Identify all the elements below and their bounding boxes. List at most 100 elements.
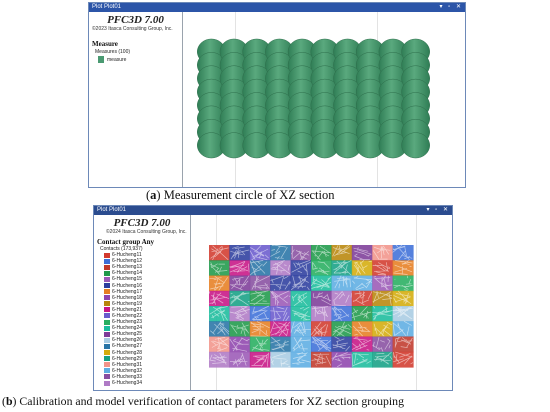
legend-swatch xyxy=(104,295,110,301)
contact-group-cell xyxy=(290,351,312,368)
contact-group-cell xyxy=(229,321,251,338)
legend-item-label: 6-Hucheng26 xyxy=(112,337,143,344)
legend-item-label: 6-Hucheng17 xyxy=(112,288,143,295)
contact-texture xyxy=(351,352,372,367)
plot-window-a: Plot Plot01 ▾ ▫ ✕ PFC3D 7.00 ©2023 Itasc… xyxy=(88,2,466,188)
contact-group-cell xyxy=(270,260,292,277)
contact-texture xyxy=(291,259,311,276)
legend-item: 6-Hucheng14 xyxy=(104,270,190,276)
contact-texture xyxy=(290,321,311,337)
contact-group-cell xyxy=(392,290,414,307)
contact-group-cell xyxy=(331,336,353,353)
legend-item: 6-Hucheng19 xyxy=(104,301,190,307)
plot-canvas[interactable] xyxy=(191,215,452,390)
contact-texture xyxy=(291,292,308,307)
contact-texture xyxy=(351,276,373,291)
legend-item: 6-Hucheng29 xyxy=(104,356,190,362)
window-title: Plot Plot01 xyxy=(97,207,127,213)
contact-texture xyxy=(208,291,230,305)
contact-texture xyxy=(394,336,413,349)
contact-texture xyxy=(313,292,332,306)
window-titlebar[interactable]: Plot Plot01 ▾ ▫ ✕ xyxy=(89,3,465,12)
legend-item: 6-Hucheng16 xyxy=(104,282,190,289)
contact-group-cell xyxy=(331,321,353,338)
contact-texture xyxy=(270,352,291,368)
legend-item-label: 6-Hucheng12 xyxy=(112,258,143,265)
contact-texture xyxy=(372,262,390,276)
contact-group-cell xyxy=(270,275,292,292)
contact-texture xyxy=(311,353,332,366)
legend-panel: PFC3D 7.00 ©2024 Itasca Consulting Group… xyxy=(94,215,191,390)
contact-texture xyxy=(270,290,291,306)
legend-panel: PFC3D 7.00 ©2023 Itasca Consulting Group… xyxy=(89,12,183,187)
contact-texture xyxy=(353,260,372,275)
plot-canvas[interactable] xyxy=(183,12,465,187)
contact-group-cell xyxy=(290,260,312,277)
contact-texture xyxy=(270,306,290,322)
legend-swatch xyxy=(104,350,110,356)
plot-window-b: Plot Plot01 ▾ ▫ ✕ PFC3D 7.00 ©2024 Itasc… xyxy=(93,205,453,391)
contact-group-cell xyxy=(290,321,312,338)
contact-group-cell xyxy=(351,290,373,307)
contact-texture xyxy=(392,305,414,320)
legend-item: 6-Hucheng32 xyxy=(104,368,190,374)
contact-texture xyxy=(372,290,393,306)
legend-item: 6-Hucheng12 xyxy=(104,258,190,264)
contact-group-cell xyxy=(351,245,373,261)
contact-texture xyxy=(373,321,393,337)
contact-texture xyxy=(270,321,291,337)
caption-letter: a xyxy=(150,188,157,202)
legend-heading: Contact group Any xyxy=(97,238,155,246)
contact-texture xyxy=(333,290,352,307)
caption-a: (a) Measurement circle of XZ section xyxy=(146,188,335,202)
legend-item-label: 6-Hucheng14 xyxy=(112,270,143,277)
legend-item-label: 6-Hucheng22 xyxy=(112,312,143,319)
legend-item: 6-Hucheng34 xyxy=(104,380,190,386)
contact-texture xyxy=(373,275,392,290)
guide-line xyxy=(416,215,417,390)
legend-item: 6-Hucheng33 xyxy=(104,374,190,380)
contact-group-cell xyxy=(229,306,251,322)
contact-texture xyxy=(372,245,391,261)
legend-swatch xyxy=(104,264,110,270)
legend-swatch xyxy=(104,319,110,325)
legend-item: 6-Hucheng17 xyxy=(104,289,190,295)
contact-texture xyxy=(332,245,351,257)
contact-texture xyxy=(292,337,311,352)
contact-group-cell xyxy=(229,275,251,292)
contact-texture xyxy=(392,244,413,261)
contact-texture xyxy=(311,321,329,337)
legend-item-label: 6-Hucheng15 xyxy=(112,276,143,283)
legend-swatch xyxy=(104,313,110,319)
contact-texture xyxy=(230,246,249,260)
legend-swatch xyxy=(104,252,110,258)
legend-swatch xyxy=(104,283,110,289)
contact-texture xyxy=(270,275,291,291)
contact-texture xyxy=(311,336,332,352)
legend-swatch xyxy=(104,362,110,368)
legend-swatch xyxy=(104,356,110,362)
contact-texture xyxy=(249,245,269,261)
window-controls[interactable]: ▾ ▫ ✕ xyxy=(439,4,463,10)
contact-texture xyxy=(210,245,229,261)
legend-swatch xyxy=(104,343,110,349)
window-controls[interactable]: ▾ ▫ ✕ xyxy=(426,207,450,213)
contact-group-list: 6-Hucheng11 6-Hucheng12 6-Hucheng13 6-Huche… xyxy=(104,252,190,386)
legend-item-label: 6-Hucheng19 xyxy=(112,300,143,307)
contact-texture xyxy=(292,306,311,321)
contact-texture xyxy=(311,306,329,322)
contact-texture xyxy=(209,353,227,365)
legend-item-label: 6-Hucheng31 xyxy=(112,361,143,368)
contact-texture xyxy=(393,290,412,305)
contact-texture xyxy=(292,352,311,365)
legend-swatch xyxy=(104,380,110,386)
contact-texture xyxy=(372,305,393,320)
legend-item: 6-Hucheng31 xyxy=(104,362,190,368)
legend-swatch xyxy=(104,331,110,337)
contact-texture xyxy=(331,352,351,368)
window-titlebar[interactable]: Plot Plot01 ▾ ▫ ✕ xyxy=(94,206,452,215)
contact-texture xyxy=(310,276,332,290)
contact-texture xyxy=(270,260,291,275)
contact-texture xyxy=(251,305,270,321)
copyright-text: ©2024 Itasca Consulting Group, Inc. xyxy=(106,229,187,235)
